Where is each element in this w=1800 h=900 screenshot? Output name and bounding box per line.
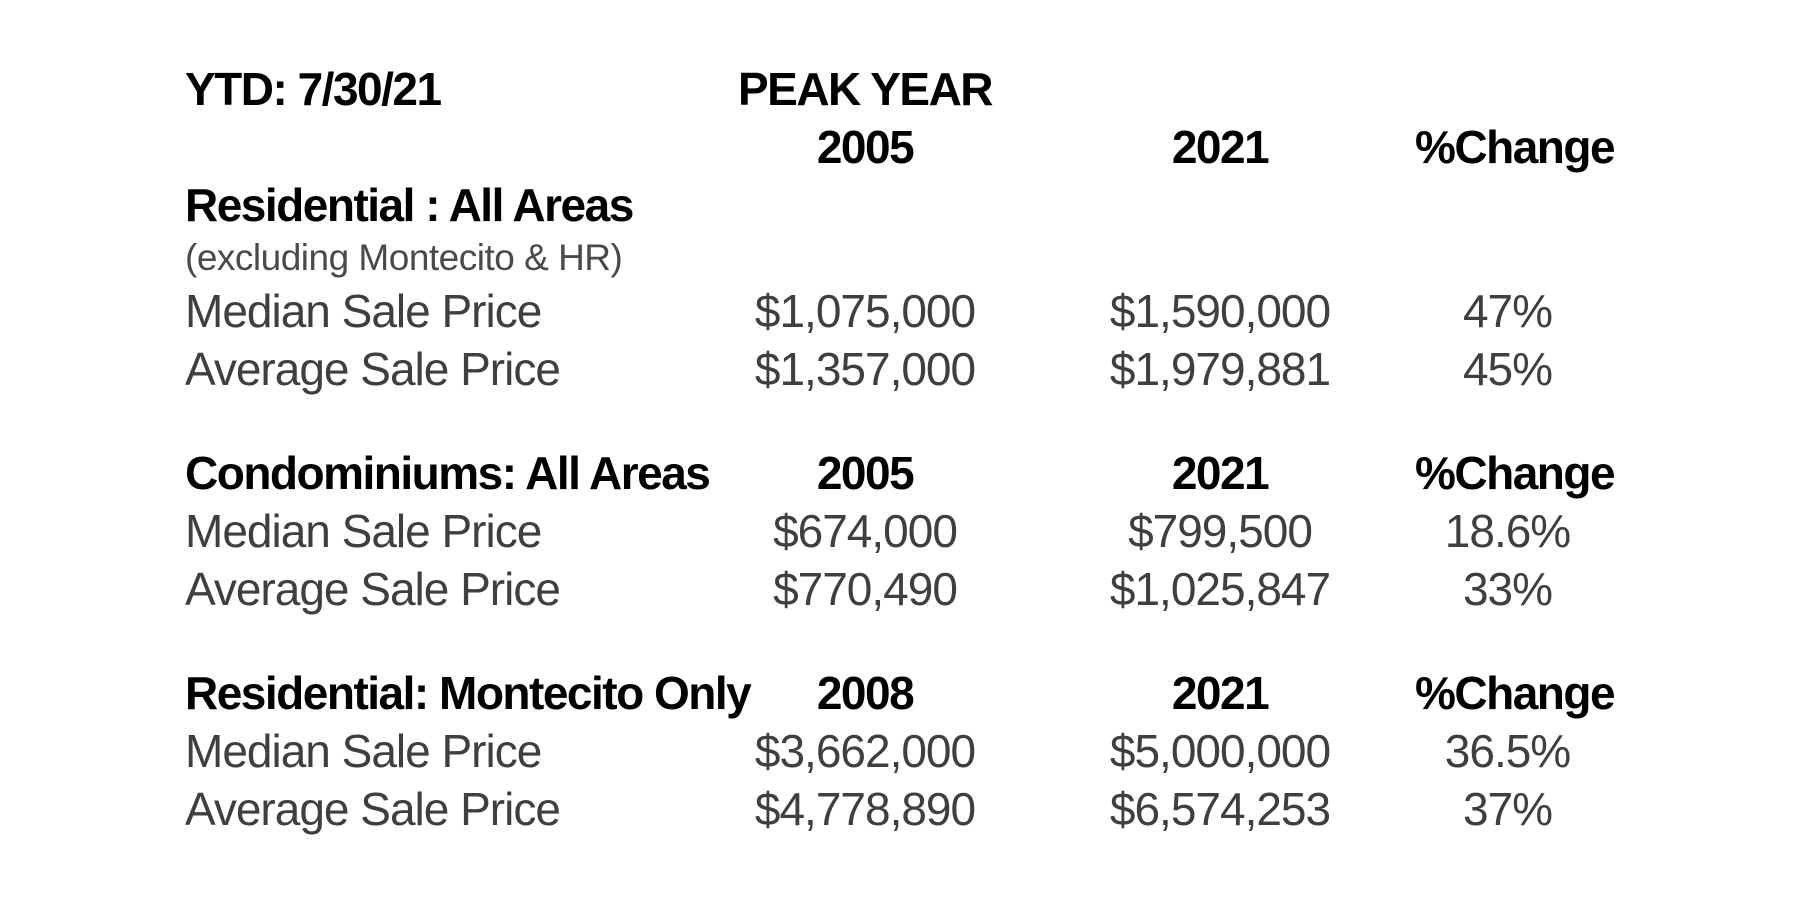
ytd-date-label: YTD: 7/30/21	[185, 63, 442, 115]
current-value: $799,500	[1128, 505, 1313, 557]
spacer-cell	[1415, 176, 1600, 234]
table-row: Average Sale Price $770,490 $1,025,847 3…	[185, 560, 1800, 618]
spacer-cell	[185, 118, 705, 176]
row-label: Median Sale Price	[185, 505, 542, 557]
row-label: Average Sale Price	[185, 783, 561, 835]
spacer-cell	[705, 176, 1025, 234]
table-header-row: YTD: 7/30/21 PEAK YEAR	[185, 60, 1800, 118]
peak-value: $1,075,000	[754, 285, 976, 337]
percent-change-value: 37%	[1462, 783, 1553, 835]
current-value: $1,025,847	[1109, 563, 1331, 615]
column-header-current-year: 2021	[1171, 121, 1270, 173]
section-title-condominiums-all-areas: Condominiums: All Areas	[185, 447, 711, 499]
spacer-cell	[1025, 234, 1415, 282]
row-label: Median Sale Price	[185, 725, 542, 777]
year-columns-row: 2005 2021 %Change	[185, 118, 1800, 176]
peak-value: $770,490	[773, 563, 958, 615]
percent-change-value: 45%	[1462, 343, 1553, 395]
table-row: Average Sale Price $1,357,000 $1,979,881…	[185, 340, 1800, 398]
section-divider	[185, 398, 1800, 444]
spacer-cell	[1415, 234, 1600, 282]
peak-value: $4,778,890	[754, 783, 976, 835]
peak-value: $674,000	[773, 505, 958, 557]
spacer-cell	[1025, 176, 1415, 234]
percent-change-value: 47%	[1462, 285, 1553, 337]
peak-value: $3,662,000	[754, 725, 976, 777]
section-title-residential-all-areas: Residential : All Areas	[185, 179, 634, 231]
column-header-peak-year: 2005	[816, 447, 915, 499]
column-header-current-year: 2021	[1171, 667, 1270, 719]
peak-value: $1,357,000	[754, 343, 976, 395]
column-header-percent-change: %Change	[1415, 121, 1616, 173]
spacer-cell	[1025, 60, 1415, 118]
current-value: $1,979,881	[1109, 343, 1331, 395]
current-value: $5,000,000	[1109, 725, 1331, 777]
table-row: Median Sale Price $3,662,000 $5,000,000 …	[185, 722, 1800, 780]
percent-change-value: 33%	[1462, 563, 1553, 615]
column-header-current-year: 2021	[1171, 447, 1270, 499]
section-header-row: Condominiums: All Areas 2005 2021 %Chang…	[185, 444, 1800, 502]
row-label: Average Sale Price	[185, 343, 561, 395]
peak-year-heading: PEAK YEAR	[737, 63, 994, 115]
percent-change-value: 18.6%	[1444, 505, 1571, 557]
percent-change-value: 36.5%	[1444, 725, 1571, 777]
table-row: Median Sale Price $1,075,000 $1,590,000 …	[185, 282, 1800, 340]
column-header-peak-year: 2005	[816, 121, 915, 173]
section-subtitle: (excluding Montecito & HR)	[185, 237, 623, 278]
section-subtitle-row: (excluding Montecito & HR)	[185, 234, 1800, 282]
row-label: Average Sale Price	[185, 563, 561, 615]
column-header-percent-change: %Change	[1415, 447, 1616, 499]
section-title-residential-montecito-only: Residential: Montecito Only	[185, 667, 752, 719]
section-title-row: Residential : All Areas	[185, 176, 1800, 234]
section-header-row: Residential: Montecito Only 2008 2021 %C…	[185, 664, 1800, 722]
column-header-percent-change: %Change	[1415, 667, 1616, 719]
column-header-peak-year: 2008	[816, 667, 915, 719]
current-value: $6,574,253	[1109, 783, 1331, 835]
spacer-cell	[1415, 60, 1600, 118]
section-divider	[185, 618, 1800, 664]
spacer-cell	[705, 234, 1025, 282]
table-row: Median Sale Price $674,000 $799,500 18.6…	[185, 502, 1800, 560]
current-value: $1,590,000	[1109, 285, 1331, 337]
row-label: Median Sale Price	[185, 285, 542, 337]
table-row: Average Sale Price $4,778,890 $6,574,253…	[185, 780, 1800, 838]
